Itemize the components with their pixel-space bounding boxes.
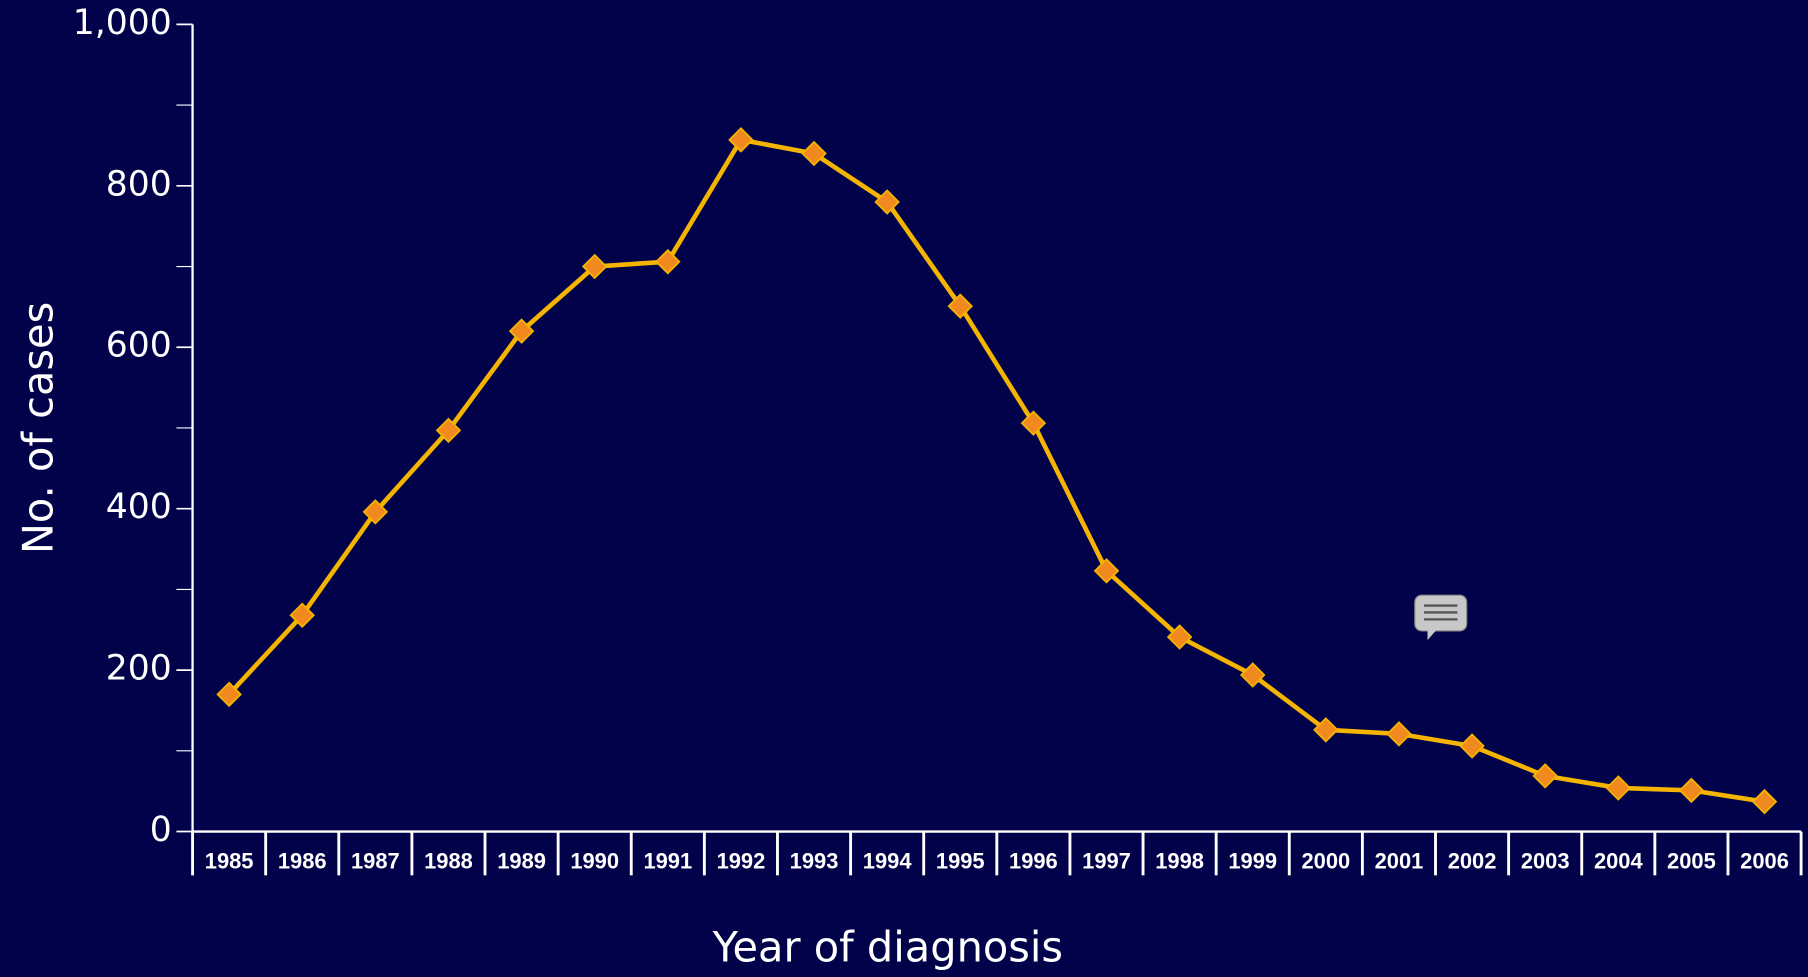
data-marker xyxy=(362,499,389,525)
x-tick-label: 1999 xyxy=(1228,848,1277,873)
data-marker xyxy=(1093,558,1120,584)
y-tick-label: 1,000 xyxy=(73,3,172,43)
x-tick-label: 1994 xyxy=(863,848,913,873)
x-tick-label: 1991 xyxy=(643,848,692,873)
x-tick-label: 1988 xyxy=(424,848,473,873)
data-marker xyxy=(947,293,974,319)
x-tick-label: 1990 xyxy=(570,848,619,873)
y-tick-label: 800 xyxy=(106,164,172,204)
data-marker xyxy=(801,140,827,167)
x-tick-label: 2003 xyxy=(1521,848,1570,873)
x-tick-label: 2001 xyxy=(1375,848,1424,873)
data-line xyxy=(227,137,1765,804)
data-marker xyxy=(728,127,754,153)
data-marker xyxy=(1678,777,1705,804)
data-marker xyxy=(1166,624,1193,650)
x-tick-label: 1986 xyxy=(278,848,327,873)
y-axis-title: No. of cases xyxy=(14,302,63,554)
data-marker xyxy=(435,417,462,444)
y-tick-label: 600 xyxy=(106,326,172,366)
y-tick-label: 400 xyxy=(106,487,172,527)
x-tick-label: 1992 xyxy=(717,848,766,873)
data-marker xyxy=(1605,775,1632,801)
x-tick-label: 1998 xyxy=(1155,848,1204,873)
x-tick-label: 1996 xyxy=(1009,848,1058,873)
data-marker xyxy=(1020,410,1047,436)
comment-icon[interactable] xyxy=(1414,594,1468,641)
data-marker xyxy=(874,189,900,215)
data-marker xyxy=(1239,662,1266,688)
data-marker xyxy=(216,681,242,708)
x-tick-label: 1997 xyxy=(1082,848,1131,873)
x-tick-label: 1985 xyxy=(205,848,254,873)
data-marker xyxy=(1532,763,1558,789)
x-tick-label: 1987 xyxy=(351,848,400,873)
data-marker xyxy=(289,602,315,628)
x-tick-label: 1993 xyxy=(790,848,839,873)
data-marker xyxy=(508,318,535,344)
x-tick-label: 2004 xyxy=(1594,848,1644,873)
data-marker xyxy=(581,253,608,280)
data-marker xyxy=(1459,733,1485,759)
data-marker xyxy=(1751,788,1778,815)
x-tick-label: 1995 xyxy=(936,848,985,873)
x-tick-label: 2005 xyxy=(1667,848,1716,873)
y-tick-label: 200 xyxy=(106,649,172,689)
x-tick-label: 2002 xyxy=(1448,848,1497,873)
x-tick-label: 2000 xyxy=(1301,848,1350,873)
x-tick-label: 1989 xyxy=(497,848,546,873)
y-tick-label: 0 xyxy=(150,810,172,850)
x-tick-label: 2006 xyxy=(1740,848,1789,873)
x-axis-title: Year of diagnosis xyxy=(712,922,1063,971)
data-marker xyxy=(1386,721,1412,747)
data-marker xyxy=(1313,717,1339,743)
data-marker xyxy=(655,248,681,275)
